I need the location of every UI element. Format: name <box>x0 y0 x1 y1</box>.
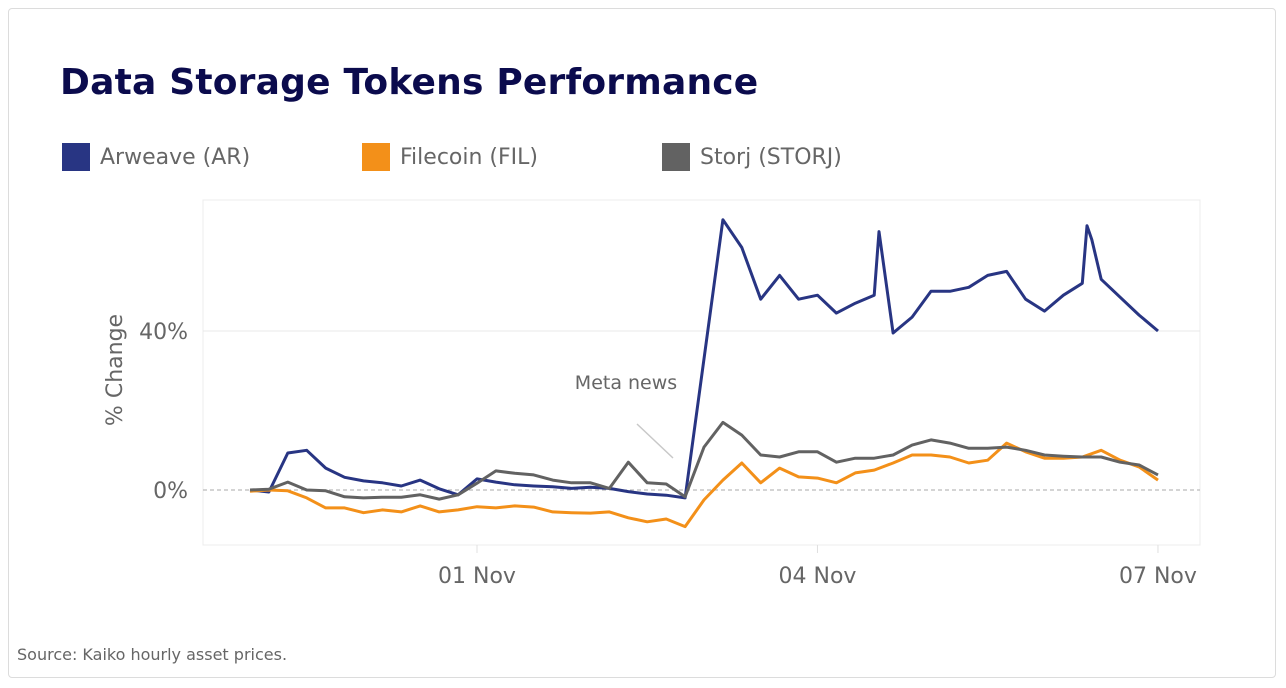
x-tick-label: 01 Nov <box>438 564 516 589</box>
annotation-line <box>636 423 674 459</box>
legend-swatch <box>362 143 390 171</box>
annotation-meta-news: Meta news <box>575 372 677 394</box>
legend-label: Filecoin (FIL) <box>400 144 538 170</box>
chart-card <box>8 8 1276 678</box>
legend-item-filecoin[interactable]: Filecoin (FIL) <box>362 143 538 171</box>
series-line-filecoin-fil <box>249 441 1159 529</box>
y-tick-label: 0% <box>153 479 188 504</box>
legend-label: Storj (STORJ) <box>700 144 842 170</box>
chart-title: Data Storage Tokens Performance <box>60 62 759 103</box>
series-line-storj-storj <box>249 420 1159 501</box>
legend-swatch <box>662 143 690 171</box>
source-note: Source: Kaiko hourly asset prices. <box>17 645 288 664</box>
x-tick-label: 07 Nov <box>1119 564 1197 589</box>
y-tick-label: 40% <box>139 320 188 345</box>
legend-item-storj[interactable]: Storj (STORJ) <box>662 143 842 171</box>
y-axis-label: % Change <box>103 314 128 426</box>
legend-swatch <box>62 143 90 171</box>
legend-label: Arweave (AR) <box>100 144 251 170</box>
x-tick-label: 04 Nov <box>779 564 857 589</box>
series-line-arweave-ar <box>249 218 1159 500</box>
legend-item-arweave[interactable]: Arweave (AR) <box>62 143 250 171</box>
